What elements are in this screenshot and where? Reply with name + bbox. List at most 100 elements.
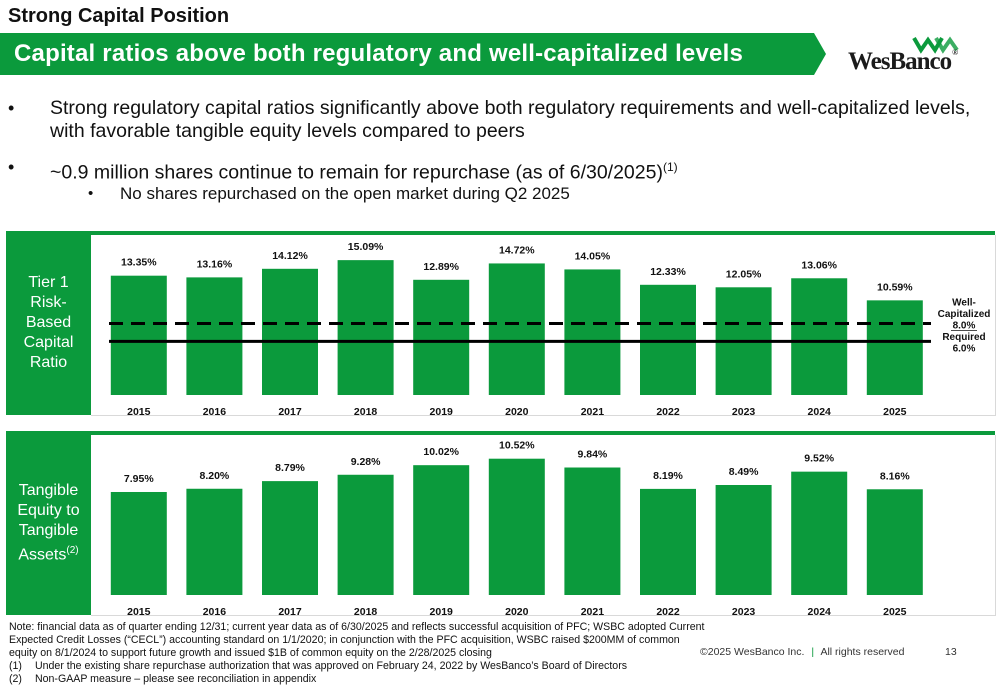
footnote-1-num: (1) xyxy=(9,660,22,672)
bar-2017 xyxy=(262,268,318,395)
bar-2020 xyxy=(488,458,545,595)
bar-2016 xyxy=(186,488,243,595)
x-tick-label: 2021 xyxy=(581,606,605,618)
x-tick-label: 2020 xyxy=(505,406,529,418)
x-tick-label: 2020 xyxy=(505,606,529,618)
data-label: 8.16% xyxy=(880,470,910,482)
x-tick-label: 2018 xyxy=(354,406,378,418)
side-label-line: Assets xyxy=(18,546,67,564)
side-label-line: Tangible xyxy=(18,481,79,499)
bullet-1: • Strong regulatory capital ratios signi… xyxy=(0,97,990,143)
wesbanco-logo-mark-icon xyxy=(912,36,959,54)
x-tick-label: 2018 xyxy=(354,606,378,618)
x-tick-label: 2025 xyxy=(883,406,907,418)
footnote-ref-2: (2) xyxy=(66,544,79,556)
data-label: 8.20% xyxy=(200,470,230,482)
bar-2018 xyxy=(337,260,394,395)
bar-2022 xyxy=(640,488,696,595)
x-tick-label: 2024 xyxy=(808,606,832,618)
side-label-line: Risk- xyxy=(30,294,67,311)
x-tick-label: 2017 xyxy=(278,606,302,618)
data-label: 10.59% xyxy=(877,281,913,293)
data-label: 8.79% xyxy=(275,462,305,474)
bullet-dot: • xyxy=(88,185,94,202)
rights-text: All rights reserved xyxy=(820,646,905,658)
panel-1-frame xyxy=(91,235,996,416)
data-label: 13.35% xyxy=(121,257,157,269)
bullet-1-text: Strong regulatory capital ratios signifi… xyxy=(50,97,971,142)
x-tick-label: 2024 xyxy=(808,406,832,418)
data-label: 14.05% xyxy=(575,250,611,262)
side-label-line: Ratio xyxy=(29,354,68,371)
footer-copyright: ©2025 WesBanco Inc. | All rights reserve… xyxy=(700,646,904,658)
bar-2015 xyxy=(110,275,167,395)
data-label: 10.02% xyxy=(423,446,459,458)
sub-bullet-1-text: No shares repurchased on the open market… xyxy=(120,184,570,203)
side-label-line: Tangible xyxy=(18,521,79,539)
slide-title: Strong Capital Position xyxy=(8,5,230,27)
data-label: 14.72% xyxy=(499,244,535,256)
x-tick-label: 2019 xyxy=(430,406,454,418)
bullet-2-text: ~0.9 million shares continue to remain f… xyxy=(50,161,663,184)
x-tick-label: 2015 xyxy=(127,406,151,418)
required-label: 6.0% xyxy=(953,344,976,355)
data-label: 12.05% xyxy=(726,268,762,280)
bar-2016 xyxy=(186,277,243,395)
bar-2021 xyxy=(564,269,621,395)
well-capitalized-label: Well- xyxy=(952,298,976,309)
title-banner xyxy=(0,33,826,75)
x-tick-label: 2025 xyxy=(883,606,907,618)
page-number: 13 xyxy=(945,646,957,658)
x-tick-label: 2023 xyxy=(732,406,756,418)
data-label: 9.52% xyxy=(804,453,834,465)
note-main: Note: financial data as of quarter endin… xyxy=(9,621,705,659)
required-label: Required xyxy=(942,332,985,343)
data-label: 12.33% xyxy=(650,266,686,278)
bar-2025 xyxy=(866,300,923,395)
x-tick-label: 2021 xyxy=(581,406,605,418)
side-label-tangible: Tangible Equity to Tangible Assets(2) xyxy=(6,431,91,615)
side-label-line: Tier 1 xyxy=(28,274,69,291)
tangible-equity-chart: 7.95% 2015 8.20% 2016 8.79% 2017 9.28% 2018 10.0… xyxy=(110,440,923,618)
side-label-tangible-text: Tangible Equity to Tangible Assets(2) xyxy=(17,481,79,565)
logo-registered-mark: ® xyxy=(952,48,958,57)
bar-2015 xyxy=(110,491,167,595)
x-tick-label: 2016 xyxy=(203,406,227,418)
x-tick-label: 2022 xyxy=(656,406,680,418)
bar-2025 xyxy=(866,489,923,595)
bar-2019 xyxy=(413,279,470,395)
bar-2024 xyxy=(791,278,848,395)
x-tick-label: 2023 xyxy=(732,606,756,618)
data-label: 7.95% xyxy=(124,473,154,485)
footnote-2: (2) Non-GAAP measure – please see reconci… xyxy=(9,673,709,686)
data-label: 14.12% xyxy=(272,250,308,262)
footnote-2-text: Non-GAAP measure – please see reconcilia… xyxy=(35,673,317,685)
x-tick-label: 2016 xyxy=(203,606,227,618)
data-label: 10.52% xyxy=(499,440,535,452)
data-label: 9.28% xyxy=(351,456,381,468)
side-label-line: Capital xyxy=(23,334,74,351)
footnotes: Note: financial data as of quarter endin… xyxy=(9,621,709,686)
bar-2020 xyxy=(488,263,545,395)
data-label: 8.49% xyxy=(729,466,759,478)
well-capitalized-label: 8.0% xyxy=(953,321,976,332)
side-label-line: Based xyxy=(25,314,72,331)
x-tick-label: 2019 xyxy=(430,606,454,618)
sub-bullet-1: • No shares repurchased on the open mark… xyxy=(0,182,990,205)
x-tick-label: 2015 xyxy=(127,606,151,618)
logo-wordmark: WesBanco xyxy=(848,48,952,75)
bar-2019 xyxy=(413,465,470,595)
tier1-chart: 13.35% 2015 13.16% 2016 14.12% 2017 15.09% 2018… xyxy=(109,241,990,418)
data-label: 13.06% xyxy=(801,259,837,271)
bar-2017 xyxy=(262,481,318,595)
panel-2-top-rule xyxy=(91,431,995,435)
wesbanco-logo: WesBanco® xyxy=(848,48,958,76)
footnote-1: (1) Under the existing share repurchase a… xyxy=(9,660,709,673)
side-label-tier1: Tier 1 Risk- Based Capital Ratio xyxy=(6,231,91,415)
bullet-dot: • xyxy=(8,98,15,118)
data-label: 8.19% xyxy=(653,470,683,482)
x-tick-label: 2022 xyxy=(656,606,680,618)
bar-2023 xyxy=(715,484,772,595)
data-label: 12.89% xyxy=(423,261,459,273)
side-label-tier1-text: Tier 1 Risk- Based Capital Ratio xyxy=(24,273,74,373)
